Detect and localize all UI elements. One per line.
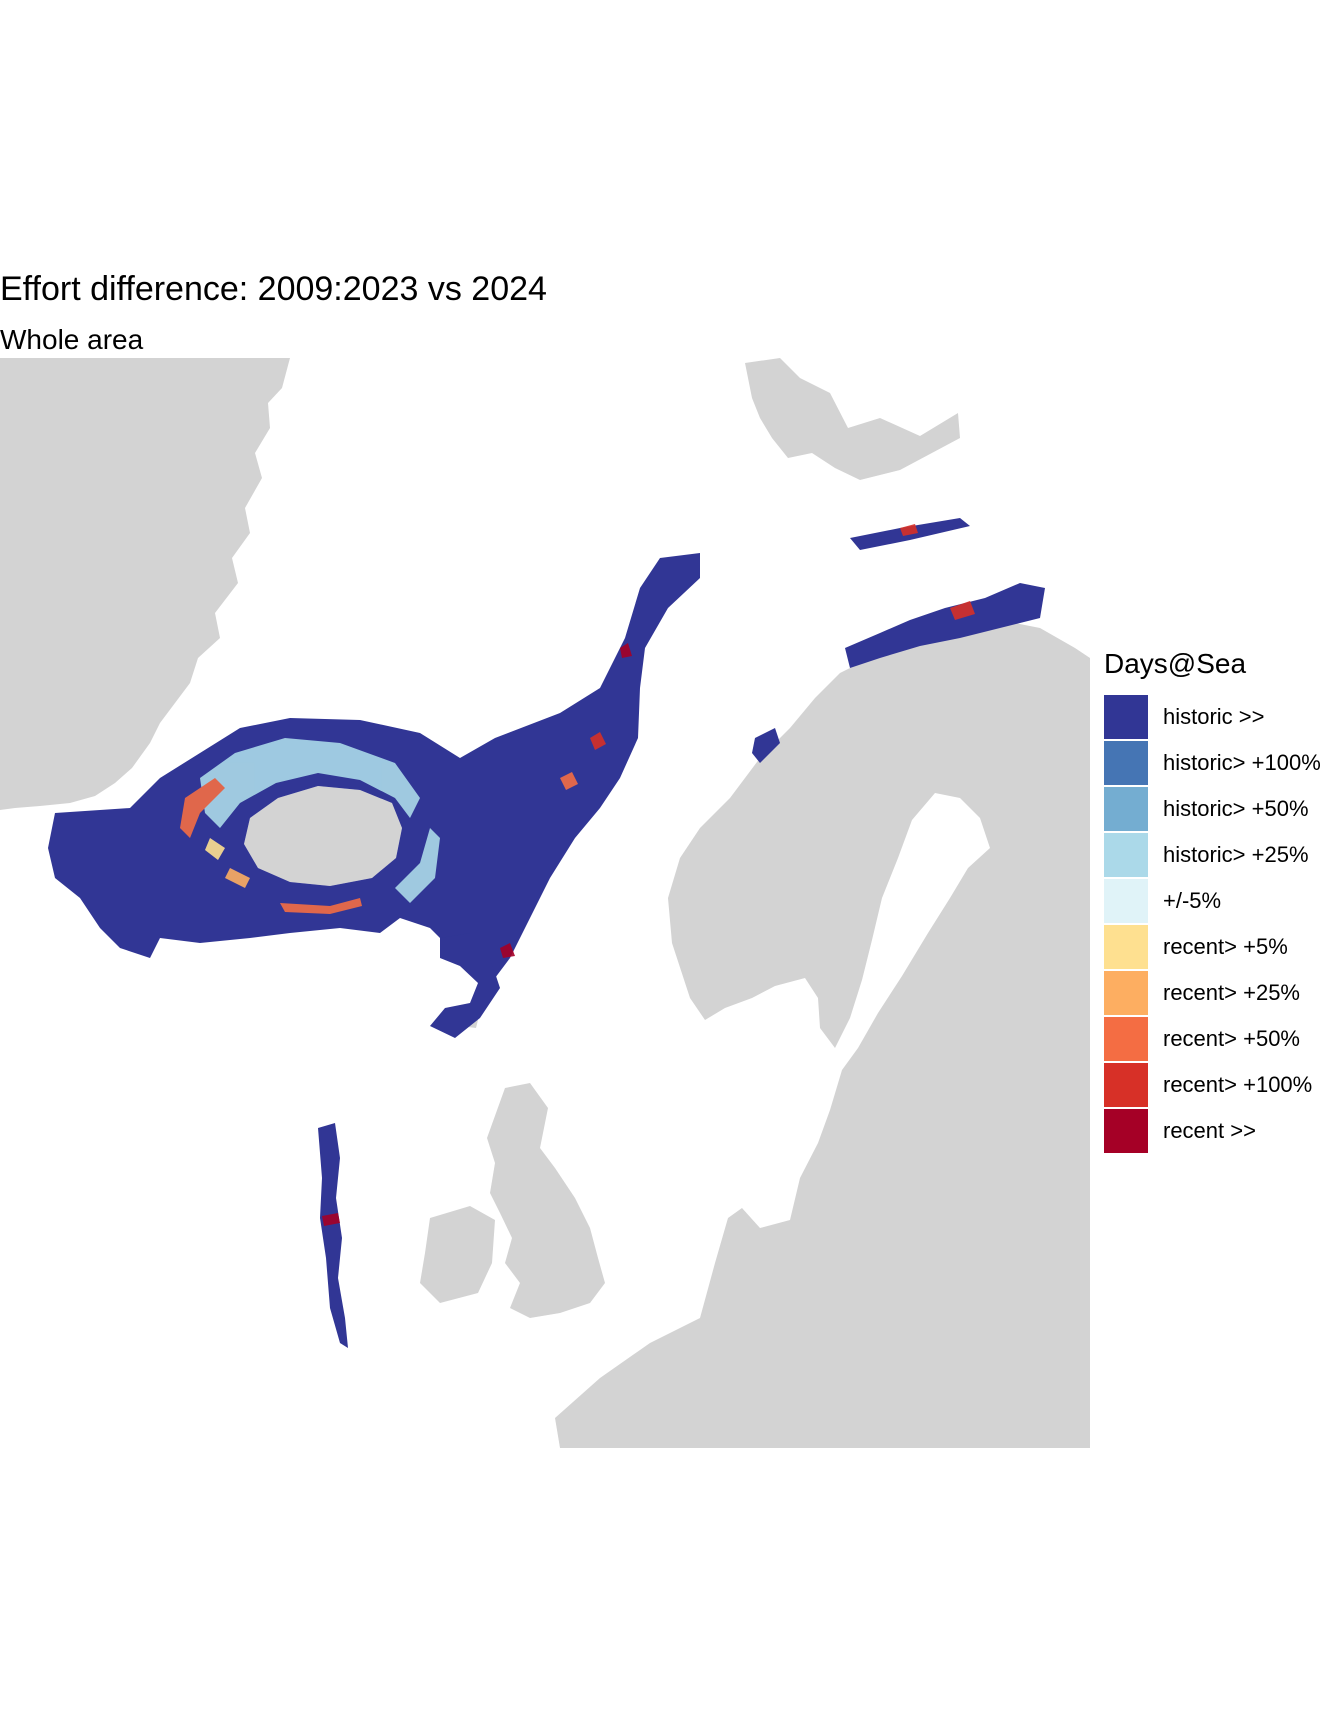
legend-swatch [1104, 695, 1148, 739]
land-layer [0, 358, 1090, 1448]
legend-item: +/-5% [1104, 878, 1344, 924]
legend-label: recent> +50% [1163, 1026, 1300, 1051]
legend-title: Days@Sea [1104, 648, 1247, 679]
hotspot-recent-25 [225, 868, 250, 888]
legend-items: historic >> historic> +100% historic> +50%… [1104, 694, 1344, 1154]
legend-label: historic >> [1163, 704, 1265, 729]
hotspot-historic-25-east [395, 828, 440, 903]
legend-swatch [1104, 971, 1148, 1015]
legend-item: historic >> [1104, 694, 1344, 740]
effort-layer [48, 518, 1045, 1348]
greenland-land [0, 358, 290, 810]
hotspot-historic-25 [200, 738, 420, 828]
hotspot-recent-5 [205, 838, 225, 860]
legend-label: historic> +50% [1163, 796, 1309, 821]
britain-land [487, 1083, 605, 1318]
legend-swatch [1104, 879, 1148, 923]
hotspot-recent-100-ne [590, 732, 606, 750]
legend-label: recent> +5% [1163, 934, 1288, 959]
hotspot-recent-extreme-faroe [500, 943, 515, 958]
legend-item: recent> +100% [1104, 1062, 1344, 1108]
legend-item: recent> +25% [1104, 970, 1344, 1016]
iceland-land [244, 786, 402, 886]
hotspot-recent-50-s [280, 898, 362, 914]
chart-title: Effort difference: 2009:2023 vs 2024 [0, 270, 547, 308]
legend-item: historic> +50% [1104, 786, 1344, 832]
legend-item: recent> +5% [1104, 924, 1344, 970]
scandinavia-land [555, 620, 1090, 1448]
svalbard-land [745, 358, 960, 480]
legend-swatch [1104, 925, 1148, 969]
legend-label: +/-5% [1163, 888, 1222, 913]
faroe-channel-effort [430, 933, 500, 1038]
legend-item: recent >> [1104, 1108, 1344, 1154]
legend: Days@Sea historic >> historic> +100% histo… [1104, 650, 1344, 1154]
hotspot-recent-100-svalbard [900, 524, 918, 536]
rockall-effort-strip [318, 1123, 348, 1348]
chart-subtitle: Whole area [0, 324, 144, 355]
legend-swatch [1104, 741, 1148, 785]
legend-swatch [1104, 1063, 1148, 1107]
legend-swatch [1104, 833, 1148, 877]
legend-item: historic> +25% [1104, 832, 1344, 878]
legend-label: historic> +25% [1163, 842, 1309, 867]
legend-item: recent> +50% [1104, 1016, 1344, 1062]
ireland-land [420, 1206, 495, 1303]
hotspot-recent-extreme-norway [620, 643, 632, 658]
legend-swatch [1104, 1109, 1148, 1153]
change-hotspots [180, 524, 975, 1226]
legend-swatch [1104, 787, 1148, 831]
legend-label: historic> +100% [1163, 750, 1321, 775]
hotspot-recent-extreme-rockall [322, 1213, 340, 1226]
legend-label: recent> +25% [1163, 980, 1300, 1005]
legend-item: historic> +100% [1104, 740, 1344, 786]
legend-swatch [1104, 1017, 1148, 1061]
hotspot-recent-50-nw [180, 778, 225, 838]
hotspot-recent-100-barents [950, 601, 975, 620]
legend-label: recent> +100% [1163, 1072, 1313, 1097]
legend-label: recent >> [1163, 1118, 1256, 1143]
effort-map [0, 358, 1090, 1448]
hotspot-recent-50-ne [560, 772, 578, 790]
norway-coast-effort [752, 728, 780, 763]
barents-effort [845, 583, 1045, 668]
